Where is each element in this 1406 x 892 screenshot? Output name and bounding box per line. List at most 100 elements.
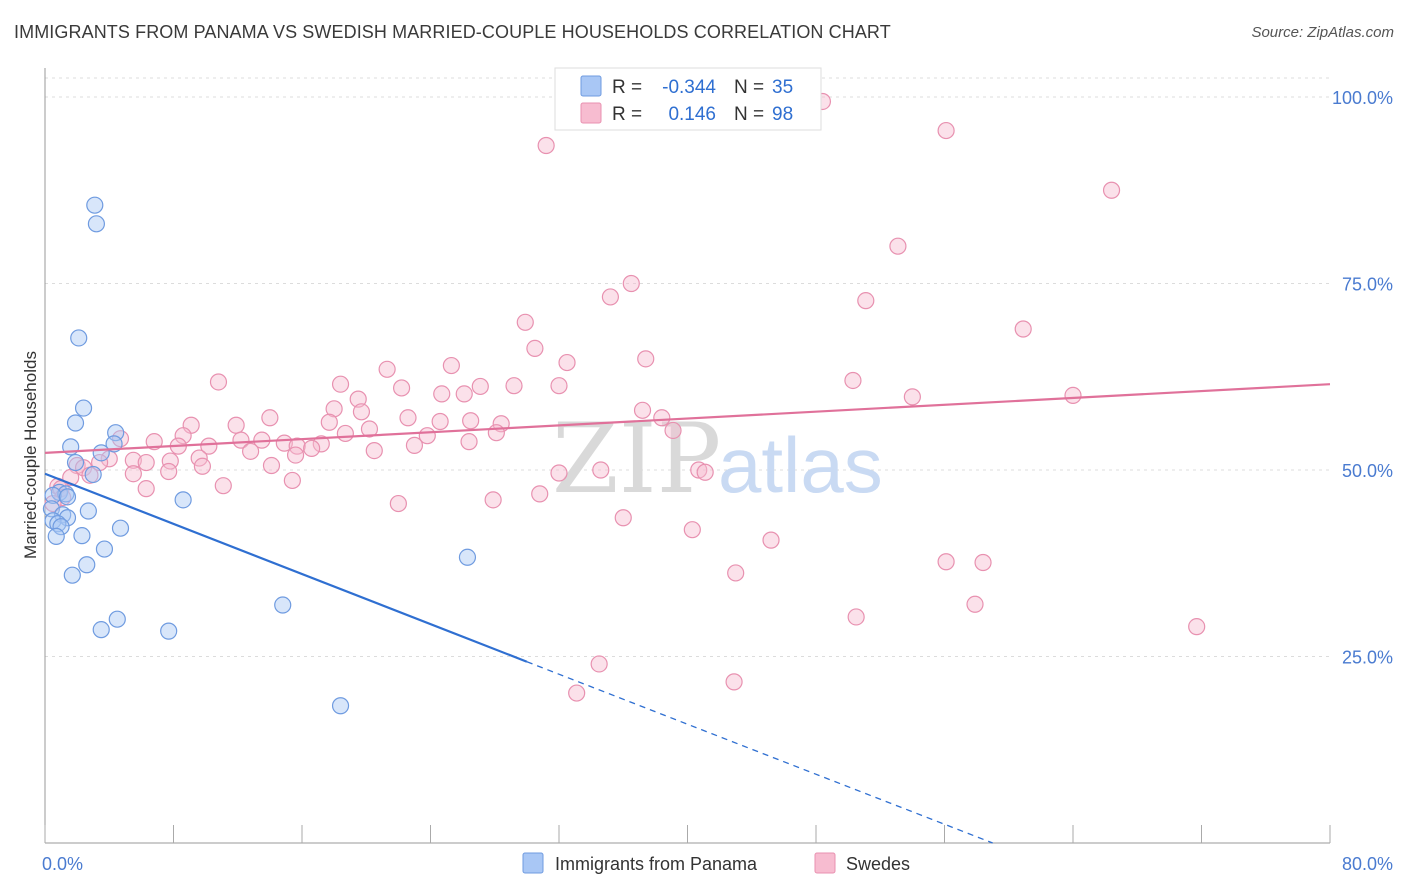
scatter-point [550, 464, 568, 482]
scatter-point [320, 413, 338, 431]
scatter-point [1014, 320, 1032, 338]
scatter-point [73, 527, 91, 545]
scatter-point [455, 385, 473, 403]
x-tick-labels: 0.0% 80.0% [42, 854, 1393, 874]
scatter-point [79, 502, 97, 520]
scatter-point [1064, 386, 1082, 404]
scatter-point [664, 421, 682, 440]
series-legend-label-panama: Immigrants from Panama [555, 854, 758, 874]
scatter-point [537, 136, 555, 155]
scatter-point [526, 339, 544, 358]
scatter-point [58, 509, 77, 527]
trend-line [44, 472, 528, 663]
series-legend-label-swedes: Swedes [846, 854, 910, 874]
scatter-point [727, 564, 745, 582]
scatter-point [974, 553, 992, 572]
scatter-point [92, 444, 110, 462]
scatter-point [1102, 181, 1121, 199]
scatter-point [44, 486, 62, 504]
scatter-point [286, 446, 305, 464]
scatter-point [389, 494, 407, 513]
stats-legend-r-value-panama: -0.344 [662, 77, 716, 98]
scatter-point [844, 371, 862, 390]
scatter-point [274, 596, 292, 614]
scatter-point [66, 414, 85, 432]
y-tick-label: 75.0% [1342, 275, 1393, 295]
scatter-point [261, 409, 279, 427]
stats-legend-r-label-swedes: R = [612, 104, 642, 125]
scatter-point [214, 477, 232, 495]
scatter-point [63, 566, 81, 584]
scatter-point [47, 527, 65, 545]
watermark-atlas-text: atlas [718, 421, 883, 509]
y-tick-labels: 25.0% 50.0% 75.0% 100.0% [1332, 88, 1393, 668]
scatter-point [70, 329, 88, 347]
y-tick-label: 25.0% [1342, 648, 1393, 668]
scatter-point [696, 463, 714, 481]
scatter-point [937, 553, 955, 571]
scatter-point [111, 519, 130, 537]
scatter-point [137, 453, 155, 472]
stats-legend: R = -0.344 N = 35 R = 0.146 N = 98 [554, 67, 822, 131]
scatter-point [108, 610, 126, 628]
stats-legend-swatch-panama [580, 75, 602, 97]
scatter-point [653, 409, 671, 427]
scatter-point [1188, 618, 1206, 636]
scatter-point [458, 548, 477, 566]
scatter-point [399, 409, 417, 427]
trend-line-extension [526, 661, 993, 844]
watermark-zip-text: ZIP [552, 403, 721, 515]
scatter-point [590, 655, 608, 673]
scatter-point [690, 461, 708, 479]
scatter-point [966, 595, 984, 613]
scatter-point [487, 424, 505, 442]
stats-legend-n-value-swedes: 98 [772, 104, 793, 125]
scatter-point [160, 462, 178, 481]
scatter-point [889, 237, 907, 255]
scatter-point [484, 491, 502, 509]
scatter-point [86, 196, 104, 214]
scatter-point [193, 457, 212, 475]
scatter-point [227, 416, 245, 434]
scatter-point [78, 556, 96, 574]
stats-legend-r-label-panama: R = [612, 77, 642, 98]
scatter-point [531, 485, 549, 503]
scatter-point [145, 433, 163, 451]
scatter-point [325, 400, 343, 418]
scatter-point [57, 485, 75, 503]
scatter-point [378, 360, 396, 378]
x-tick-label: 80.0% [1342, 854, 1393, 874]
scatter-point [462, 412, 480, 430]
scatter-point [174, 491, 192, 509]
scatter-point [49, 515, 67, 533]
scatter-point [174, 427, 192, 445]
y-tick-label: 100.0% [1332, 88, 1393, 108]
scatter-point [903, 388, 921, 406]
scatter-point [762, 531, 780, 549]
scatter-point [360, 420, 379, 438]
scatter-point [303, 439, 321, 457]
scatter-point [633, 401, 652, 419]
scatter-point [392, 379, 411, 397]
axes [44, 68, 1331, 844]
scatter-point [847, 608, 865, 626]
scatter-point [550, 377, 568, 395]
scatter-point [349, 390, 367, 408]
trend-line [44, 383, 1331, 454]
scatter-point [352, 403, 371, 421]
stats-legend-r-value-swedes: 0.146 [668, 104, 716, 125]
scatter-point [471, 377, 489, 396]
scatter-point [405, 436, 424, 454]
scatter-point [52, 518, 70, 536]
scatter-point [622, 274, 640, 293]
scatter-point [283, 471, 301, 490]
scatter-point [209, 373, 228, 391]
scatter-point [442, 356, 460, 375]
scatter-point [592, 461, 610, 479]
scatter-point [124, 465, 142, 483]
scatter-point [336, 424, 354, 443]
scatter-point [242, 442, 260, 460]
scatter-point [160, 622, 178, 640]
trend-lines [44, 383, 1331, 844]
